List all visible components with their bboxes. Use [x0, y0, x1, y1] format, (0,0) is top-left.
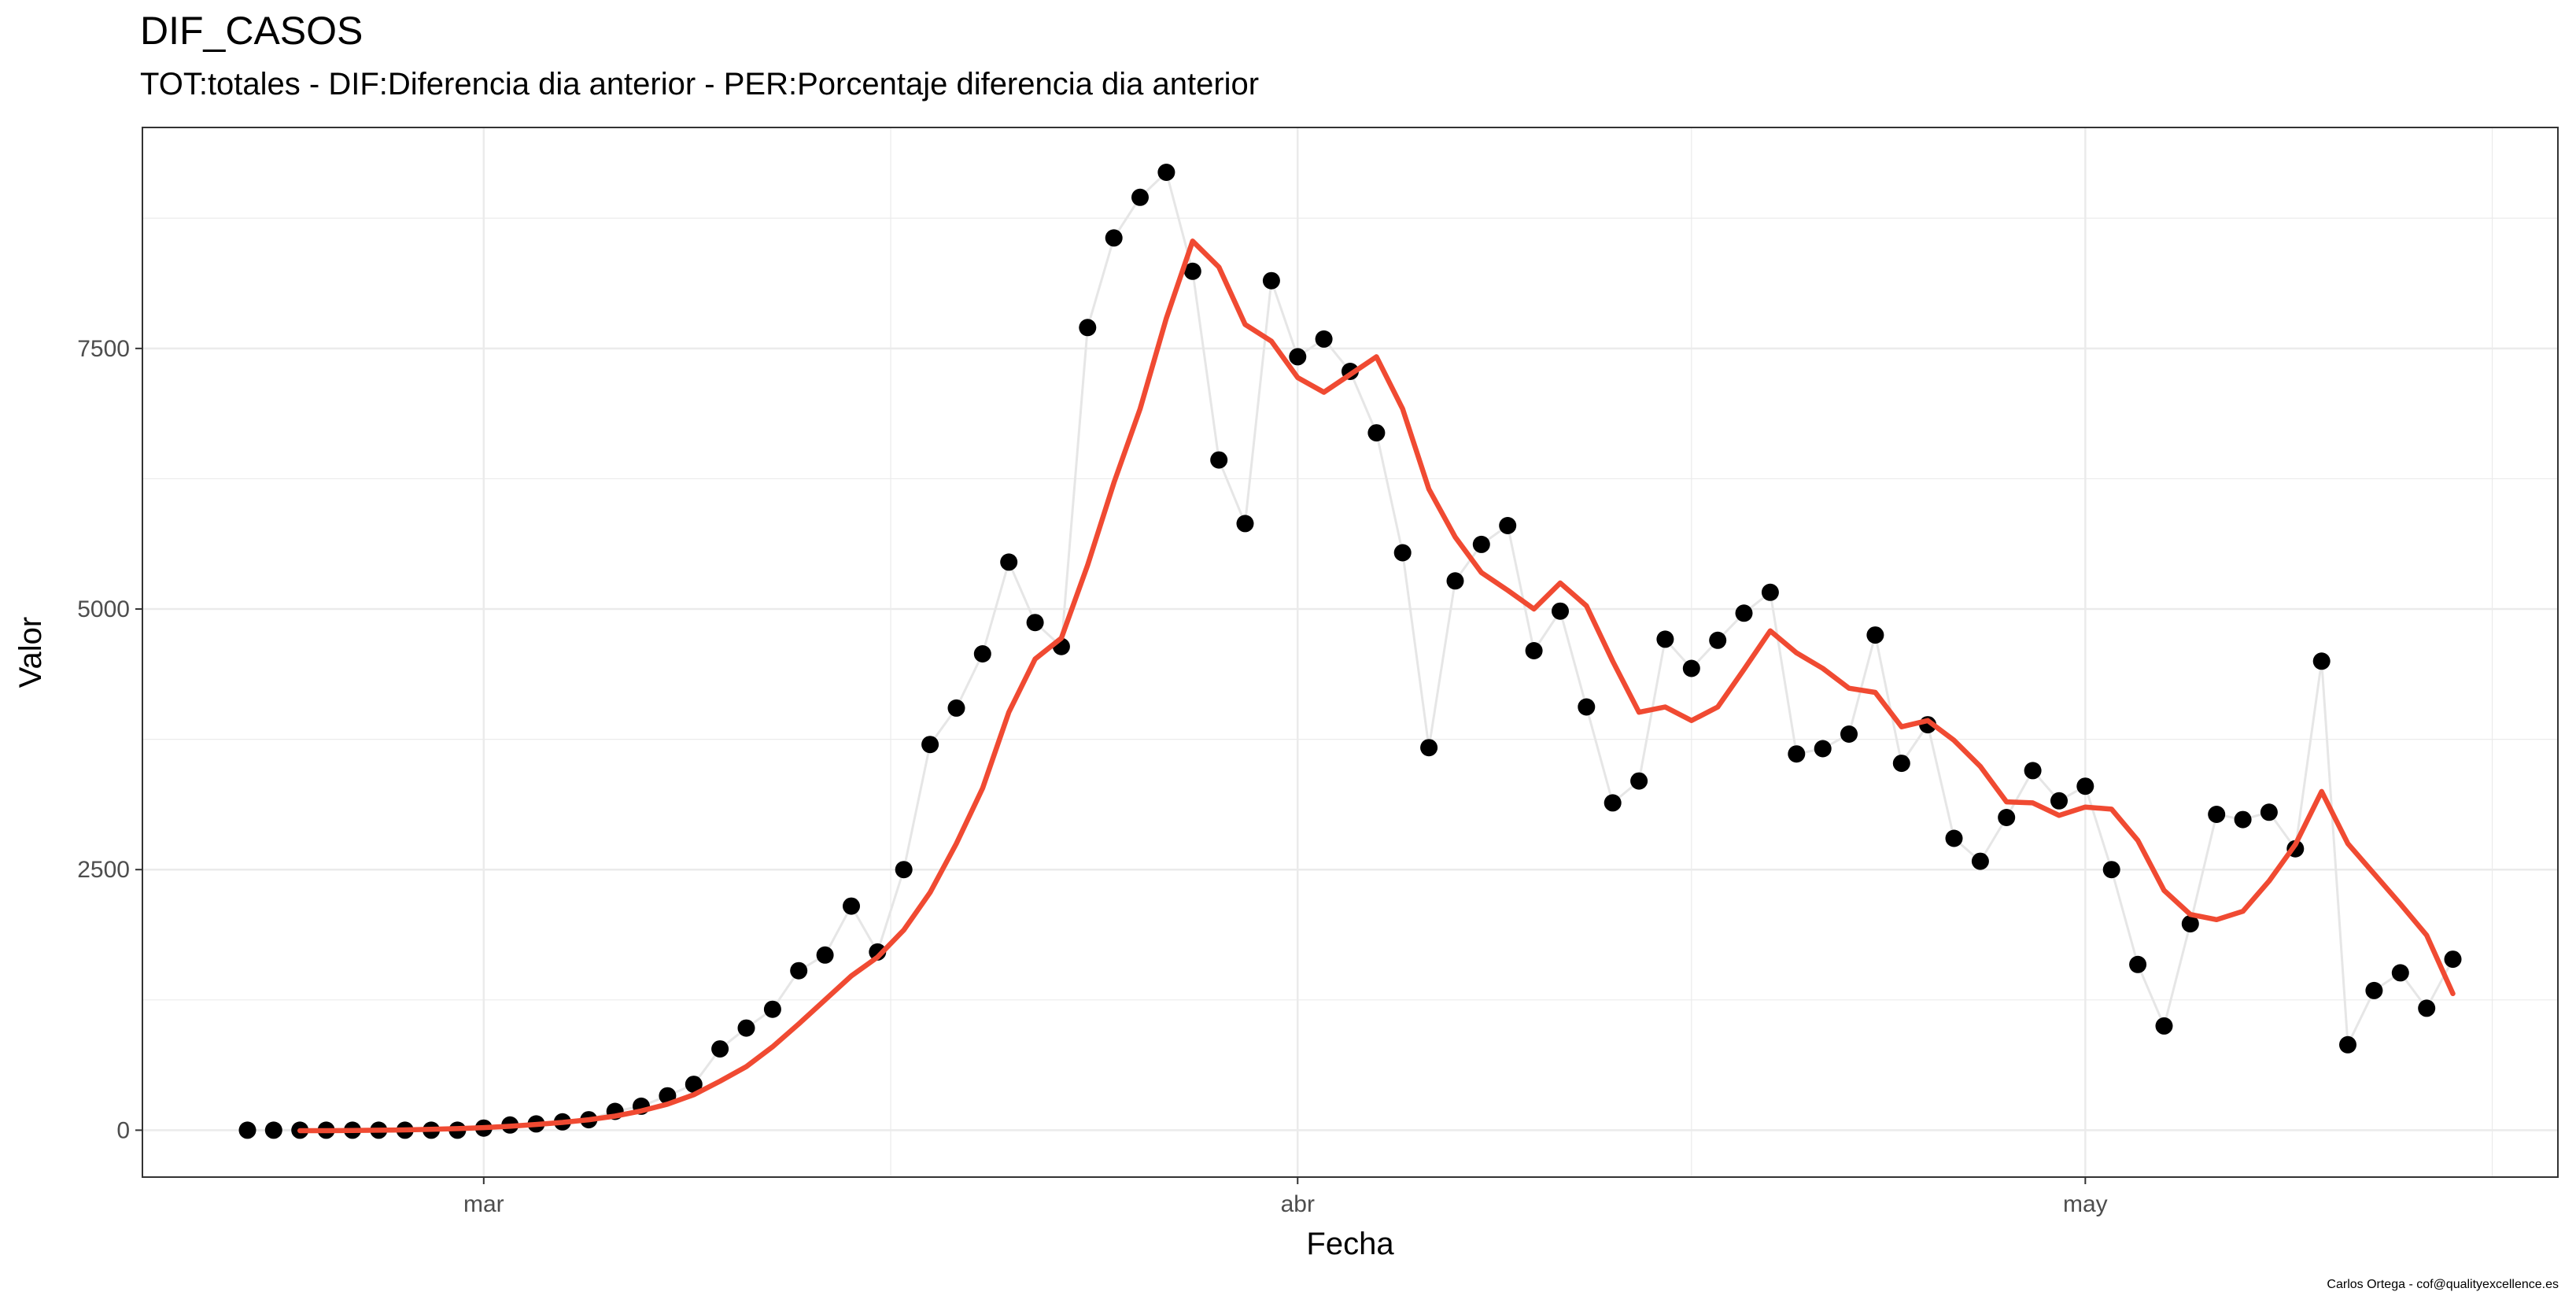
- data-point: [816, 946, 834, 964]
- data-point: [1656, 630, 1674, 648]
- data-point: [2339, 1035, 2356, 1054]
- data-point: [1761, 583, 1779, 601]
- data-point: [2181, 915, 2199, 933]
- data-point: [1446, 572, 1464, 590]
- data-point: [1788, 745, 1806, 763]
- data-point: [2155, 1017, 2173, 1035]
- plot-panel-background: [142, 127, 2558, 1177]
- data-point: [2234, 810, 2252, 829]
- data-point: [763, 1000, 781, 1018]
- minor-grid: [142, 127, 2558, 1177]
- data-point: [1866, 626, 1884, 644]
- data-point: [1735, 604, 1753, 622]
- data-point: [843, 897, 860, 915]
- chart-title: DIF_CASOS: [140, 9, 364, 53]
- chart-caption: Carlos Ortega - cof@qualityexcellence.es: [2327, 1278, 2559, 1291]
- data-point: [1472, 535, 1490, 553]
- data-point: [1971, 852, 1989, 870]
- data-point: [921, 736, 939, 754]
- y-tick-label: 0: [116, 1117, 130, 1143]
- data-point: [1157, 164, 1175, 181]
- data-point: [973, 645, 991, 663]
- data-point: [264, 1121, 282, 1139]
- data-point: [1604, 794, 1622, 812]
- x-tick-label: mar: [463, 1191, 504, 1217]
- data-point: [1499, 517, 1517, 534]
- data-point: [1026, 614, 1044, 632]
- data-point: [1998, 809, 2016, 826]
- data-point: [2260, 803, 2278, 821]
- y-tick-label: 7500: [77, 336, 130, 362]
- data-point: [790, 962, 808, 980]
- plot-panel-border: [142, 127, 2559, 1178]
- data-point: [1236, 515, 1254, 533]
- y-tick-label: 2500: [77, 857, 130, 883]
- data-point: [685, 1076, 703, 1094]
- data-point: [1709, 631, 1727, 649]
- data-point: [2444, 950, 2462, 969]
- data-point: [1578, 698, 1596, 716]
- data-point: [2102, 861, 2120, 879]
- data-point: [1945, 829, 1963, 847]
- data-point: [1892, 755, 1910, 773]
- data-point: [1105, 229, 1123, 247]
- data-point: [711, 1040, 729, 1058]
- y-axis-title: Valor: [13, 617, 48, 688]
- data-point: [1183, 262, 1201, 280]
- data-point: [1630, 772, 1648, 790]
- data-point: [895, 861, 913, 879]
- data-point: [1552, 602, 1569, 620]
- data-point: [1000, 553, 1018, 571]
- data-point: [2208, 806, 2226, 823]
- data-point: [2418, 999, 2436, 1017]
- data-point: [1079, 319, 1097, 337]
- data-point: [2076, 777, 2094, 795]
- data-point: [1262, 271, 1280, 290]
- data-points: [238, 164, 2462, 1139]
- data-point: [2391, 964, 2409, 982]
- data-point: [2365, 981, 2383, 999]
- data-point: [1420, 739, 1438, 757]
- data-point: [1367, 424, 1386, 442]
- data-point: [1131, 188, 1149, 206]
- x-axis-title: Fecha: [1306, 1227, 1394, 1261]
- data-point: [2050, 792, 2068, 810]
- x-axis: mar abr may: [463, 1177, 2108, 1217]
- data-point: [1682, 659, 1700, 677]
- data-point: [2312, 652, 2331, 670]
- chart-subtitle: TOT:totales - DIF:Diferencia dia anterio…: [140, 67, 1260, 102]
- data-point: [1840, 725, 1858, 743]
- data-point: [1289, 348, 1307, 366]
- data-point: [737, 1019, 755, 1037]
- data-point: [1210, 451, 1228, 469]
- data-point: [2129, 955, 2147, 973]
- data-point: [1814, 740, 1832, 758]
- x-tick-label: abr: [1281, 1191, 1315, 1217]
- data-point: [2024, 762, 2042, 780]
- y-axis: 0 2500 5000 7500: [77, 336, 142, 1143]
- data-point: [238, 1121, 256, 1139]
- data-point: [947, 699, 965, 717]
- data-point: [1525, 642, 1543, 659]
- data-point: [1315, 330, 1333, 348]
- y-tick-label: 5000: [77, 596, 130, 622]
- smoothed-line: [297, 238, 2456, 1134]
- smoothed-line-path: [297, 238, 2456, 1134]
- x-tick-label: may: [2063, 1191, 2108, 1217]
- data-point: [1393, 544, 1412, 562]
